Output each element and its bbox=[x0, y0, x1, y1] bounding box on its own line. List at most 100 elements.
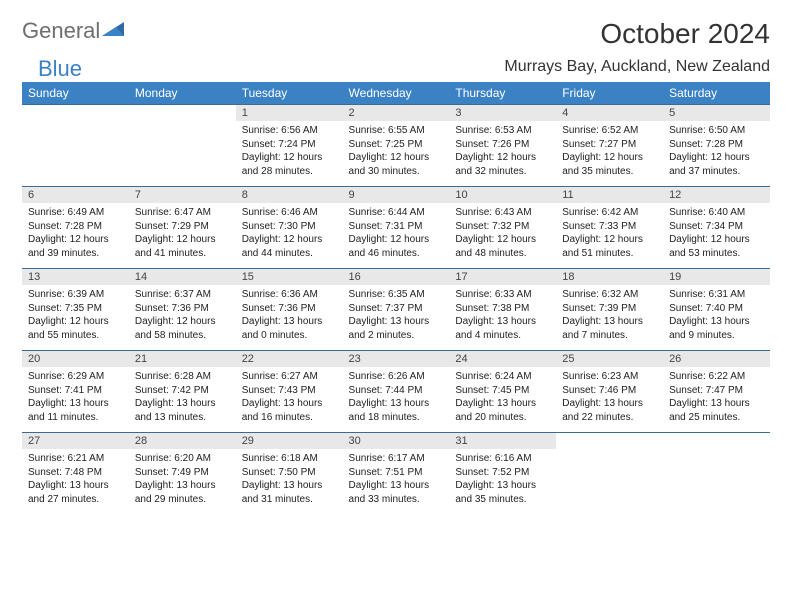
calendar-day-cell: 23Sunrise: 6:26 AMSunset: 7:44 PMDayligh… bbox=[343, 351, 450, 433]
day-body: Sunrise: 6:28 AMSunset: 7:42 PMDaylight:… bbox=[129, 367, 236, 432]
day-number: 4 bbox=[556, 105, 663, 121]
day-body: Sunrise: 6:39 AMSunset: 7:35 PMDaylight:… bbox=[22, 285, 129, 350]
day-body: Sunrise: 6:37 AMSunset: 7:36 PMDaylight:… bbox=[129, 285, 236, 350]
day-body: Sunrise: 6:22 AMSunset: 7:47 PMDaylight:… bbox=[663, 367, 770, 432]
logo-text-1: General bbox=[22, 18, 100, 44]
calendar-day-cell: 19Sunrise: 6:31 AMSunset: 7:40 PMDayligh… bbox=[663, 269, 770, 351]
day-number: 12 bbox=[663, 187, 770, 203]
day-number: 17 bbox=[449, 269, 556, 285]
day-body: Sunrise: 6:32 AMSunset: 7:39 PMDaylight:… bbox=[556, 285, 663, 350]
calendar-day-cell: 3Sunrise: 6:53 AMSunset: 7:26 PMDaylight… bbox=[449, 105, 556, 187]
calendar-day-cell: 31Sunrise: 6:16 AMSunset: 7:52 PMDayligh… bbox=[449, 433, 556, 515]
calendar-body: 1Sunrise: 6:56 AMSunset: 7:24 PMDaylight… bbox=[22, 105, 770, 515]
day-number: 29 bbox=[236, 433, 343, 449]
calendar-week-row: 20Sunrise: 6:29 AMSunset: 7:41 PMDayligh… bbox=[22, 351, 770, 433]
calendar-day-cell: 14Sunrise: 6:37 AMSunset: 7:36 PMDayligh… bbox=[129, 269, 236, 351]
day-body: Sunrise: 6:21 AMSunset: 7:48 PMDaylight:… bbox=[22, 449, 129, 514]
day-number: 2 bbox=[343, 105, 450, 121]
calendar-day-cell: 8Sunrise: 6:46 AMSunset: 7:30 PMDaylight… bbox=[236, 187, 343, 269]
day-number: 3 bbox=[449, 105, 556, 121]
day-number bbox=[556, 433, 663, 449]
day-number: 16 bbox=[343, 269, 450, 285]
day-body: Sunrise: 6:49 AMSunset: 7:28 PMDaylight:… bbox=[22, 203, 129, 268]
day-number: 7 bbox=[129, 187, 236, 203]
page-title: October 2024 bbox=[600, 18, 770, 50]
day-body: Sunrise: 6:27 AMSunset: 7:43 PMDaylight:… bbox=[236, 367, 343, 432]
day-header: Saturday bbox=[663, 82, 770, 105]
calendar-table: SundayMondayTuesdayWednesdayThursdayFrid… bbox=[22, 82, 770, 514]
day-number: 1 bbox=[236, 105, 343, 121]
day-body: Sunrise: 6:29 AMSunset: 7:41 PMDaylight:… bbox=[22, 367, 129, 432]
calendar-day-cell: 21Sunrise: 6:28 AMSunset: 7:42 PMDayligh… bbox=[129, 351, 236, 433]
calendar-day-cell: 2Sunrise: 6:55 AMSunset: 7:25 PMDaylight… bbox=[343, 105, 450, 187]
day-body: Sunrise: 6:23 AMSunset: 7:46 PMDaylight:… bbox=[556, 367, 663, 432]
day-number: 28 bbox=[129, 433, 236, 449]
location-text: Murrays Bay, Auckland, New Zealand bbox=[504, 58, 770, 76]
day-body: Sunrise: 6:42 AMSunset: 7:33 PMDaylight:… bbox=[556, 203, 663, 268]
calendar-day-cell: 17Sunrise: 6:33 AMSunset: 7:38 PMDayligh… bbox=[449, 269, 556, 351]
day-header: Tuesday bbox=[236, 82, 343, 105]
day-number: 18 bbox=[556, 269, 663, 285]
calendar-week-row: 6Sunrise: 6:49 AMSunset: 7:28 PMDaylight… bbox=[22, 187, 770, 269]
calendar-day-cell: 20Sunrise: 6:29 AMSunset: 7:41 PMDayligh… bbox=[22, 351, 129, 433]
day-body: Sunrise: 6:43 AMSunset: 7:32 PMDaylight:… bbox=[449, 203, 556, 268]
day-body: Sunrise: 6:46 AMSunset: 7:30 PMDaylight:… bbox=[236, 203, 343, 268]
day-body: Sunrise: 6:53 AMSunset: 7:26 PMDaylight:… bbox=[449, 121, 556, 186]
day-body: Sunrise: 6:55 AMSunset: 7:25 PMDaylight:… bbox=[343, 121, 450, 186]
day-number: 21 bbox=[129, 351, 236, 367]
calendar-day-cell: 22Sunrise: 6:27 AMSunset: 7:43 PMDayligh… bbox=[236, 351, 343, 433]
day-number: 5 bbox=[663, 105, 770, 121]
day-body: Sunrise: 6:18 AMSunset: 7:50 PMDaylight:… bbox=[236, 449, 343, 514]
calendar-day-cell: 10Sunrise: 6:43 AMSunset: 7:32 PMDayligh… bbox=[449, 187, 556, 269]
calendar-day-cell: 28Sunrise: 6:20 AMSunset: 7:49 PMDayligh… bbox=[129, 433, 236, 515]
calendar-day-cell: 9Sunrise: 6:44 AMSunset: 7:31 PMDaylight… bbox=[343, 187, 450, 269]
calendar-day-cell: 4Sunrise: 6:52 AMSunset: 7:27 PMDaylight… bbox=[556, 105, 663, 187]
calendar-day-cell: 16Sunrise: 6:35 AMSunset: 7:37 PMDayligh… bbox=[343, 269, 450, 351]
day-number: 9 bbox=[343, 187, 450, 203]
day-body: Sunrise: 6:40 AMSunset: 7:34 PMDaylight:… bbox=[663, 203, 770, 268]
day-number: 25 bbox=[556, 351, 663, 367]
calendar-day-cell: 11Sunrise: 6:42 AMSunset: 7:33 PMDayligh… bbox=[556, 187, 663, 269]
day-body bbox=[22, 121, 129, 183]
day-body: Sunrise: 6:26 AMSunset: 7:44 PMDaylight:… bbox=[343, 367, 450, 432]
day-number: 15 bbox=[236, 269, 343, 285]
day-body bbox=[663, 449, 770, 511]
day-number: 13 bbox=[22, 269, 129, 285]
calendar-day-cell: 30Sunrise: 6:17 AMSunset: 7:51 PMDayligh… bbox=[343, 433, 450, 515]
day-header: Monday bbox=[129, 82, 236, 105]
day-body: Sunrise: 6:47 AMSunset: 7:29 PMDaylight:… bbox=[129, 203, 236, 268]
day-body: Sunrise: 6:20 AMSunset: 7:49 PMDaylight:… bbox=[129, 449, 236, 514]
day-number: 22 bbox=[236, 351, 343, 367]
title-block: October 2024 bbox=[600, 18, 770, 50]
logo-triangle-icon bbox=[102, 20, 124, 43]
day-number: 20 bbox=[22, 351, 129, 367]
calendar-week-row: 1Sunrise: 6:56 AMSunset: 7:24 PMDaylight… bbox=[22, 105, 770, 187]
day-body: Sunrise: 6:16 AMSunset: 7:52 PMDaylight:… bbox=[449, 449, 556, 514]
day-body: Sunrise: 6:24 AMSunset: 7:45 PMDaylight:… bbox=[449, 367, 556, 432]
day-number: 6 bbox=[22, 187, 129, 203]
calendar-week-row: 27Sunrise: 6:21 AMSunset: 7:48 PMDayligh… bbox=[22, 433, 770, 515]
day-number bbox=[129, 105, 236, 121]
day-body: Sunrise: 6:56 AMSunset: 7:24 PMDaylight:… bbox=[236, 121, 343, 186]
day-header: Thursday bbox=[449, 82, 556, 105]
day-number: 30 bbox=[343, 433, 450, 449]
calendar-day-cell bbox=[556, 433, 663, 515]
day-body bbox=[129, 121, 236, 183]
day-number: 19 bbox=[663, 269, 770, 285]
day-header: Sunday bbox=[22, 82, 129, 105]
calendar-day-cell: 26Sunrise: 6:22 AMSunset: 7:47 PMDayligh… bbox=[663, 351, 770, 433]
day-body bbox=[556, 449, 663, 511]
day-number: 27 bbox=[22, 433, 129, 449]
day-number: 23 bbox=[343, 351, 450, 367]
day-body: Sunrise: 6:52 AMSunset: 7:27 PMDaylight:… bbox=[556, 121, 663, 186]
day-number: 31 bbox=[449, 433, 556, 449]
calendar-day-cell bbox=[129, 105, 236, 187]
calendar-day-cell: 29Sunrise: 6:18 AMSunset: 7:50 PMDayligh… bbox=[236, 433, 343, 515]
day-number bbox=[663, 433, 770, 449]
day-body: Sunrise: 6:17 AMSunset: 7:51 PMDaylight:… bbox=[343, 449, 450, 514]
day-header: Wednesday bbox=[343, 82, 450, 105]
logo-text-2: Blue bbox=[38, 56, 82, 82]
day-body: Sunrise: 6:44 AMSunset: 7:31 PMDaylight:… bbox=[343, 203, 450, 268]
calendar-week-row: 13Sunrise: 6:39 AMSunset: 7:35 PMDayligh… bbox=[22, 269, 770, 351]
calendar-day-cell: 15Sunrise: 6:36 AMSunset: 7:36 PMDayligh… bbox=[236, 269, 343, 351]
